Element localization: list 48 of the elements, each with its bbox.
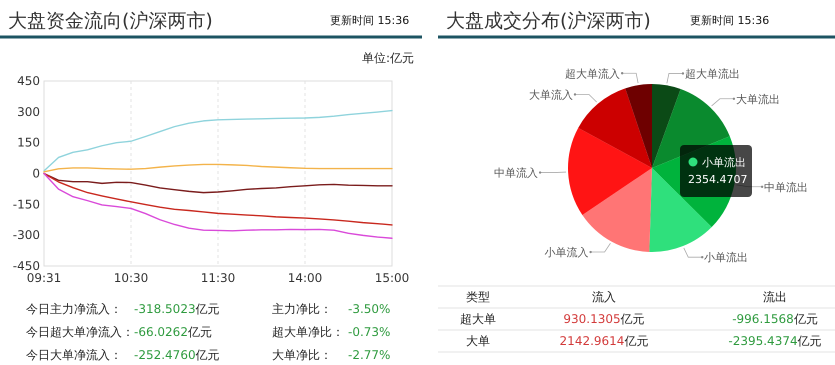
text: 流入 xyxy=(592,290,616,304)
y-axis-title: 单位:亿元 xyxy=(362,51,414,65)
chart-title: 大盘成交分布(沪深两市) xyxy=(446,10,651,32)
slice-label: 小单流出 xyxy=(704,251,748,264)
y-tick-label: 300 xyxy=(17,104,40,119)
text: 今日大单净流入： xyxy=(26,348,122,362)
y-tick-label: 0 xyxy=(32,166,40,180)
text: 大单净比： xyxy=(272,348,332,362)
slice-label: 大单流入 xyxy=(528,88,573,102)
text: -996.1568亿元 xyxy=(732,312,818,326)
text: 主力净比： xyxy=(272,302,332,316)
text: 今日主力净流入： xyxy=(26,302,122,316)
x-tick-label: 11:30 xyxy=(200,271,236,285)
chart-subtitle: 更新时间 15:36 xyxy=(690,14,770,27)
slice-label: 中单流入 xyxy=(494,166,538,180)
chart-subtitle: 更新时间 15:36 xyxy=(330,14,410,27)
slice-label: 大单流出 xyxy=(736,92,780,106)
x-tick-label: 10:30 xyxy=(114,271,148,285)
x-tick-label: 09:31 xyxy=(26,271,62,285)
slice-label: 中单流出 xyxy=(764,180,808,194)
text: -66.0262亿元 xyxy=(134,325,212,339)
text: 类型 xyxy=(466,290,490,304)
x-tick-label: 14:00 xyxy=(288,271,322,285)
slice-label: 小单流入 xyxy=(544,246,589,260)
legend-label: 小单流出 xyxy=(702,156,746,169)
text: -2.77% xyxy=(348,348,390,362)
y-tick-label: -150 xyxy=(12,197,40,212)
text: 今日超大单净流入： xyxy=(26,325,134,339)
chart-title: 大盘资金流向(沪深两市) xyxy=(8,10,213,32)
text: 2142.9614亿元 xyxy=(560,334,648,348)
text: -3.50% xyxy=(348,302,390,316)
y-tick-label: -450 xyxy=(12,259,40,273)
text: -252.4760亿元 xyxy=(134,348,220,362)
text: 超大单 xyxy=(460,312,496,326)
y-tick-label: -300 xyxy=(12,228,40,242)
text: -2395.4374亿元 xyxy=(728,334,822,348)
y-tick-label: 150 xyxy=(17,136,40,150)
y-tick-label: 450 xyxy=(17,74,40,88)
text: -318.5023亿元 xyxy=(134,302,220,316)
x-tick-label: 15:00 xyxy=(374,271,410,285)
text: 930.1305亿元 xyxy=(563,312,645,326)
text: 流出 xyxy=(763,290,787,304)
slice-label: 超大单流入 xyxy=(565,67,620,80)
text: -0.73% xyxy=(348,325,390,339)
text: 超大单净比： xyxy=(272,325,344,339)
data-label: 2354.4707 xyxy=(688,173,748,186)
slice-label: 超大单流出 xyxy=(684,67,740,80)
text: 大单 xyxy=(466,334,490,348)
